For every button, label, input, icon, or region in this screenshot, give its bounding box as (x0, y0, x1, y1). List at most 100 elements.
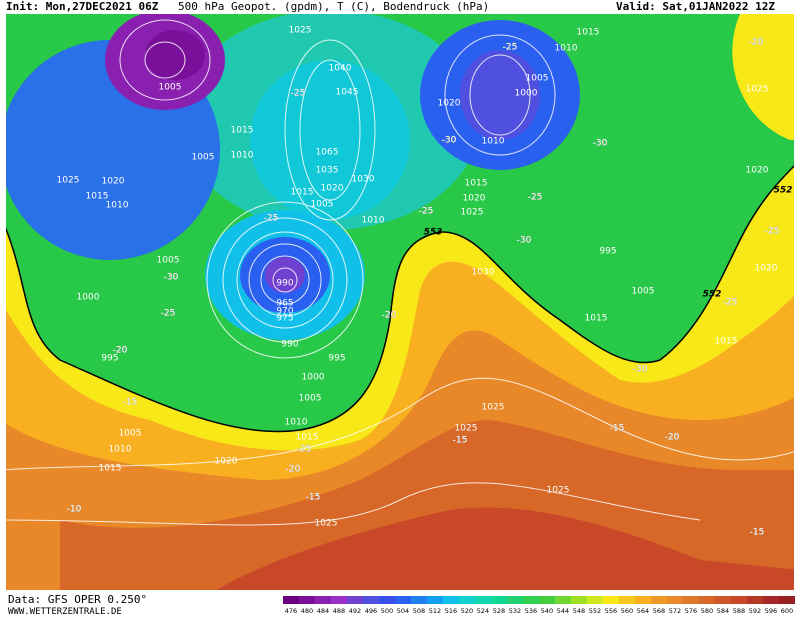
colorbar-label: 600 (781, 607, 793, 615)
temperature-label: -15 (123, 398, 138, 408)
colorbar-label: 496 (365, 607, 377, 615)
pressure-label: 1030 (352, 175, 375, 185)
geopotential-label: 552 (703, 290, 722, 300)
temperature-label: -30 (633, 365, 648, 375)
pressure-label: 990 (276, 279, 293, 289)
colorbar-label: 516 (445, 607, 457, 615)
pressure-label: 1005 (192, 153, 215, 163)
temperature-label: -15 (306, 493, 321, 503)
colorbar-swatch (539, 596, 555, 604)
colorbar-label: 512 (429, 607, 441, 615)
pressure-label: 1020 (215, 457, 238, 467)
pressure-label: 1020 (321, 184, 344, 194)
pressure-label: 1010 (109, 445, 132, 455)
pressure-label: 1020 (746, 166, 769, 176)
pressure-label: 1000 (77, 293, 100, 303)
pressure-label: 1025 (57, 176, 80, 186)
pressure-label: 1020 (463, 194, 486, 204)
colorbar-label: 528 (493, 607, 505, 615)
colorbar-swatch (347, 596, 363, 604)
colorbar-label: 596 (765, 607, 777, 615)
colorbar-label: 508 (413, 607, 425, 615)
colorbar-swatch (363, 596, 379, 604)
colorbar-swatch (283, 596, 299, 604)
geopotential-label: 552 (774, 186, 793, 196)
temperature-label: -30 (517, 236, 532, 246)
temperature-label: -25 (503, 43, 518, 53)
temperature-label: -25 (419, 207, 434, 217)
pressure-label: 1005 (157, 256, 180, 266)
colorbar-label: 564 (637, 607, 649, 615)
pressure-label: 990 (281, 340, 298, 350)
site-url: WWW.WETTERZENTRALE.DE (8, 607, 122, 617)
colorbar-swatch (523, 596, 539, 604)
colorbar-swatch (299, 596, 315, 604)
geopotential-label: 553 (424, 228, 443, 238)
pressure-label: 1025 (461, 208, 484, 218)
pressure-label: 1025 (482, 403, 505, 413)
colorbar-label: 484 (317, 607, 329, 615)
colorbar-swatch (603, 596, 619, 604)
pressure-label: 1025 (746, 85, 769, 95)
pressure-label: 1005 (159, 83, 182, 93)
colorbar-swatch (587, 596, 603, 604)
temperature-label: -20 (113, 346, 128, 356)
pressure-label: 975 (276, 314, 293, 324)
colorbar-swatch (395, 596, 411, 604)
pressure-label: 1010 (231, 151, 254, 161)
temperature-label: -25 (161, 309, 176, 319)
colorbar-swatch (715, 596, 731, 604)
pressure-label: 1010 (285, 418, 308, 428)
colorbar-label: 592 (749, 607, 761, 615)
temperature-label: -15 (610, 424, 625, 434)
colorbar-label: 584 (717, 607, 729, 615)
colorbar-label: 556 (605, 607, 617, 615)
pressure-label: 1010 (362, 216, 385, 226)
colorbar-swatch (379, 596, 395, 604)
pressure-label: 1015 (715, 337, 738, 347)
colorbar-label: 588 (733, 607, 745, 615)
colorbar-swatch (683, 596, 699, 604)
pressure-label: 965 (276, 299, 293, 309)
pressure-label: 1030 (472, 268, 495, 278)
pressure-label: 1045 (336, 88, 359, 98)
colorbar-swatch (779, 596, 795, 604)
temperature-label: -20 (749, 38, 764, 48)
colorbar-label: 548 (573, 607, 585, 615)
temperature-label: -20 (665, 433, 680, 443)
map (6, 14, 794, 590)
colorbar-label: 544 (557, 607, 569, 615)
colorbar-swatch (507, 596, 523, 604)
pressure-label: 995 (328, 354, 345, 364)
pressure-label: 1020 (102, 177, 125, 187)
colorbar-label: 532 (509, 607, 521, 615)
colorbar-label: 480 (301, 607, 313, 615)
pressure-label: 995 (101, 354, 118, 364)
colorbar-swatch (459, 596, 475, 604)
pressure-label: 1065 (316, 148, 339, 158)
colorbar: 476 480 484 488 492 496 500 504 508 512 516 520 524 5… (283, 596, 795, 615)
colorbar-swatch (619, 596, 635, 604)
pressure-label: 1005 (526, 74, 549, 84)
colorbar-swatch (635, 596, 651, 604)
pressure-label: 1015 (291, 188, 314, 198)
header-title: 500 hPa Geopot. (gpdm), T (C), Bodendruc… (178, 0, 489, 13)
colorbar-swatch (699, 596, 715, 604)
temperature-label: -30 (164, 273, 179, 283)
colorbar-swatch (475, 596, 491, 604)
colorbar-label: 572 (669, 607, 681, 615)
colorbar-label: 504 (397, 607, 409, 615)
pressure-label: 1025 (315, 519, 338, 529)
temperature-label: -25 (264, 214, 279, 224)
temperature-label: -25 (723, 298, 738, 308)
pressure-label: 1015 (577, 28, 600, 38)
colorbar-label: 500 (381, 607, 393, 615)
pressure-label: 1010 (106, 201, 129, 211)
colorbar-label: 576 (685, 607, 697, 615)
data-source: Data: GFS OPER 0.250° (8, 593, 147, 606)
pressure-label: 970 (276, 307, 293, 317)
pressure-label: 1020 (438, 99, 461, 109)
colorbar-swatch (731, 596, 747, 604)
pressure-label: 995 (599, 247, 616, 257)
